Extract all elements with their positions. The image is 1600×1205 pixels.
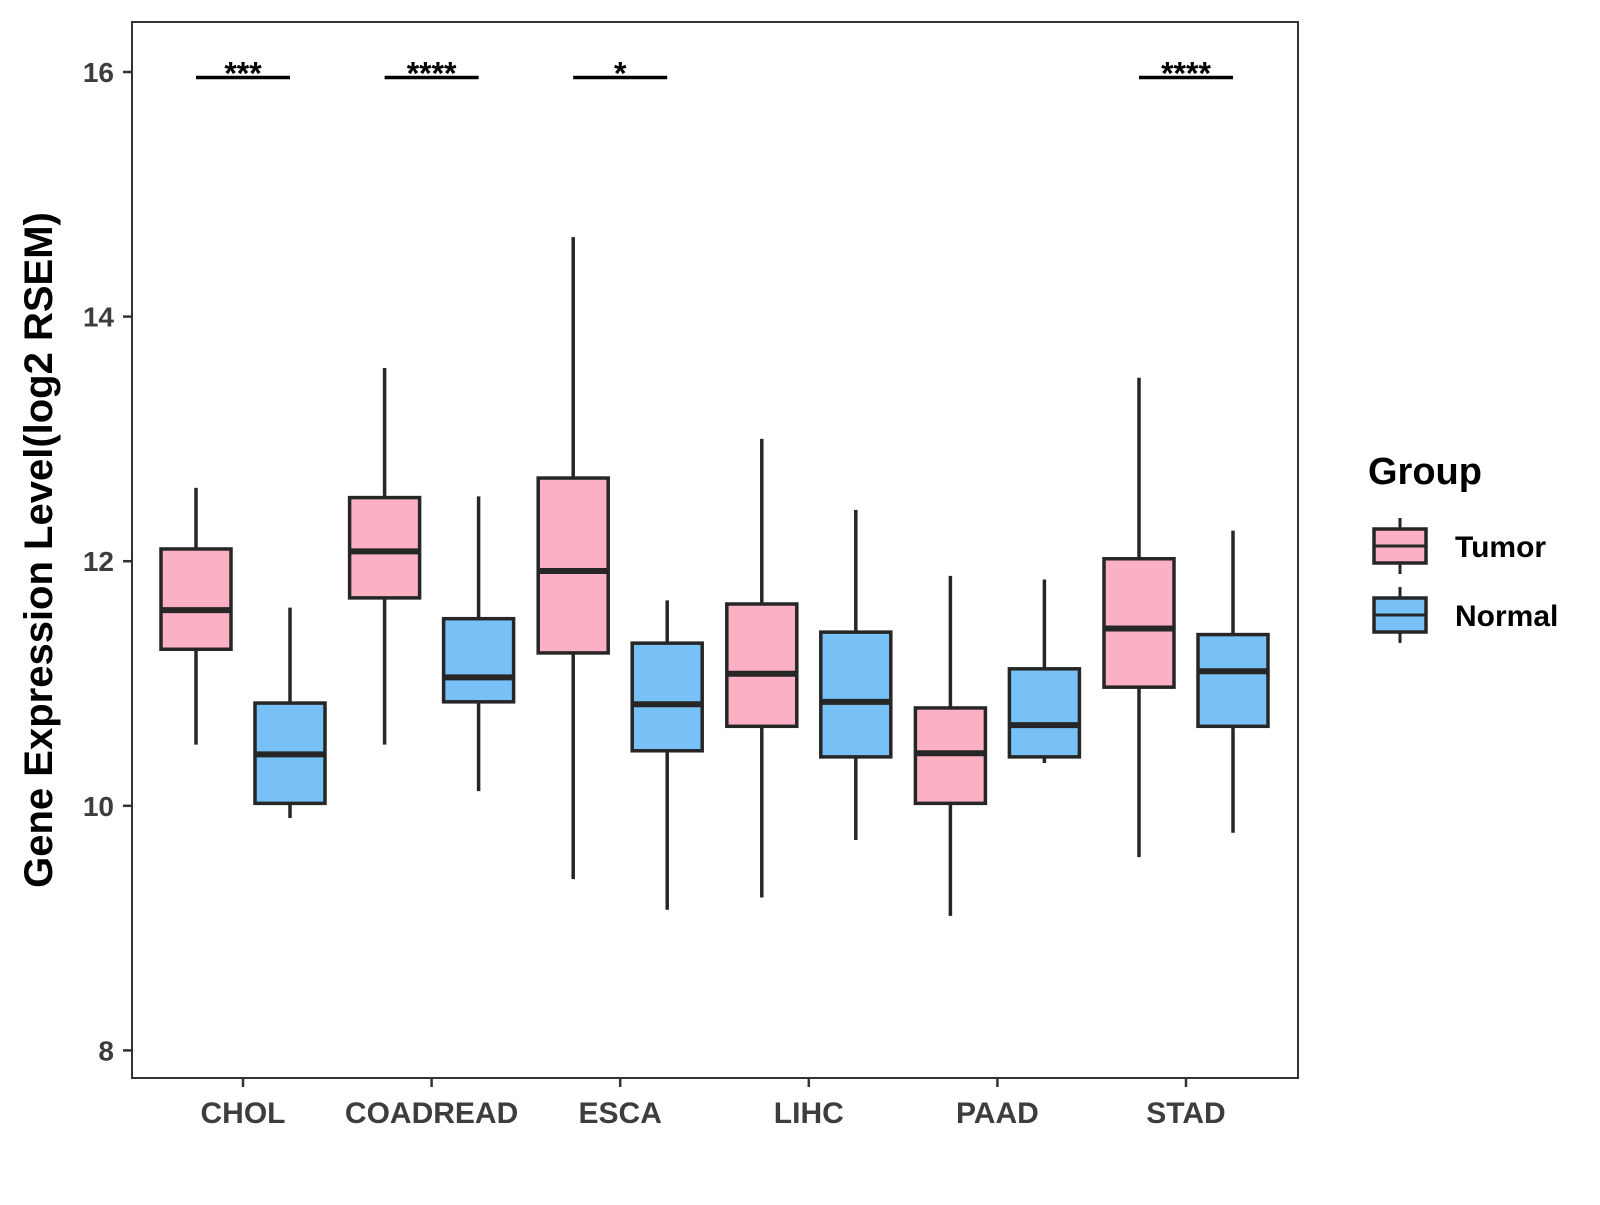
box-normal-paad	[1007, 667, 1082, 759]
box-tumor-esca	[536, 476, 610, 655]
y-tick-label: 14	[83, 302, 115, 333]
box-normal-coadread	[441, 616, 516, 704]
legend-label-tumor: Tumor	[1455, 531, 1546, 564]
legend-title: Group	[1368, 451, 1482, 493]
plot-panel-border	[131, 21, 1299, 1079]
y-tick-label: 16	[83, 57, 114, 88]
box-normal-lihc	[819, 630, 893, 759]
significance-label-stad: ****	[1161, 55, 1211, 91]
box-normal-stad	[1196, 632, 1270, 729]
y-tick-label: 10	[83, 791, 114, 822]
y-axis-label: Gene Expression Level(log2 RSEM)	[17, 212, 61, 888]
y-tick-label: 8	[98, 1035, 114, 1066]
x-tick-label: ESCA	[579, 1097, 662, 1130]
box-tumor-chol	[159, 547, 233, 652]
box-normal-esca	[630, 641, 704, 753]
box-tumor-coadread	[347, 495, 422, 600]
significance-label-chol: ***	[224, 55, 262, 91]
legend-label-normal: Normal	[1455, 600, 1558, 633]
box-tumor-stad	[1102, 557, 1176, 689]
x-tick-label: LIHC	[774, 1097, 844, 1130]
significance-label-coadread: ****	[407, 55, 457, 91]
box-tumor-lihc	[725, 602, 799, 729]
x-tick-label: COADREAD	[345, 1097, 518, 1130]
y-tick-label: 12	[83, 546, 114, 577]
significance-label-esca: *	[614, 55, 627, 91]
x-tick-label: STAD	[1146, 1097, 1225, 1130]
x-tick-label: CHOL	[201, 1097, 286, 1130]
x-tick-label: PAAD	[956, 1097, 1039, 1130]
